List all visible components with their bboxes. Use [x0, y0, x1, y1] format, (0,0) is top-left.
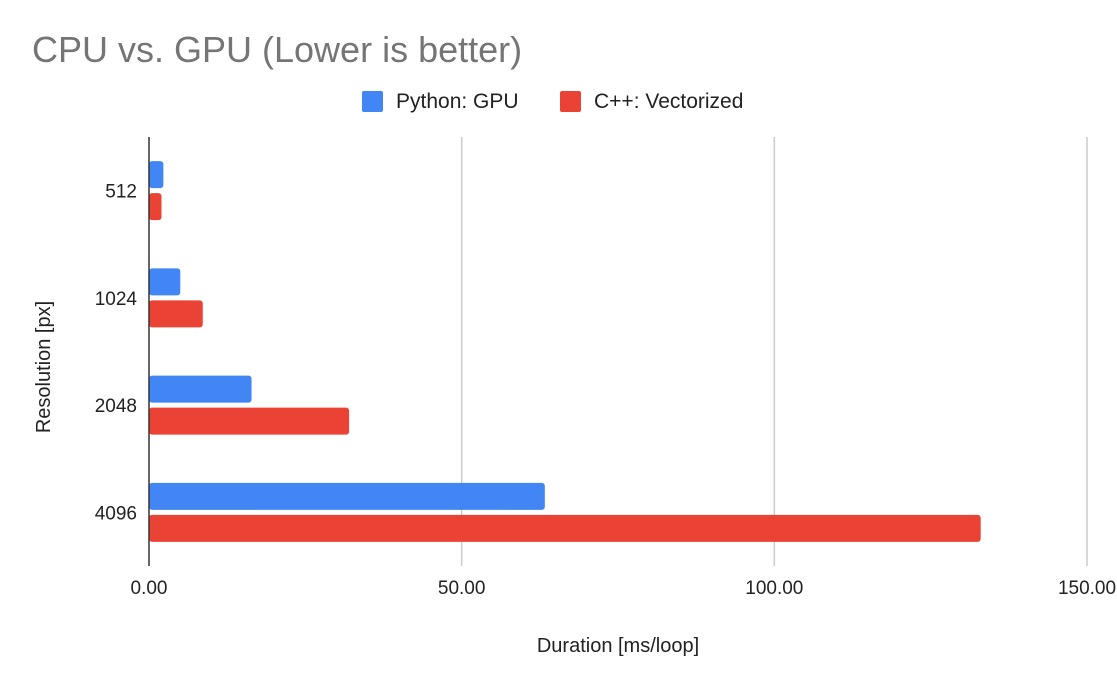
x-axis-ticks: 0.00 50.00 100.00 150.00: [131, 578, 1117, 599]
y-axis-title: Resolution [px]: [33, 301, 55, 433]
x-axis-title: Duration [ms/loop]: [537, 635, 699, 657]
x-tick-label-0: 0.00: [131, 578, 168, 599]
x-tick-label-2: 100.00: [745, 578, 803, 599]
bars: [149, 161, 981, 542]
x-tick-label-1: 50.00: [438, 578, 486, 599]
gridlines: [460, 137, 1088, 566]
bar-c-vectorized-512: [149, 193, 162, 221]
x-tick-label-3: 150.00: [1058, 578, 1116, 599]
y-tick-label-512: 512: [105, 182, 137, 203]
legend: Python: GPU C++: Vectorized: [362, 90, 743, 113]
bar-python-gpu-2048: [149, 375, 252, 403]
bar-python-gpu-4096: [149, 482, 545, 510]
legend-label-cpp-vectorized: C++: Vectorized: [594, 90, 743, 113]
bar-c-vectorized-1024: [149, 300, 203, 328]
legend-swatch-python-gpu: [362, 91, 383, 112]
bar-c-vectorized-2048: [149, 407, 350, 435]
y-tick-label-2048: 2048: [95, 396, 137, 417]
legend-label-python-gpu: Python: GPU: [396, 90, 519, 113]
bar-python-gpu-1024: [149, 268, 181, 296]
legend-swatch-cpp-vectorized: [560, 91, 581, 112]
bar-c-vectorized-4096: [149, 514, 981, 542]
y-axis-ticks: 512 1024 2048 4096: [95, 182, 138, 525]
bar-python-gpu-512: [149, 161, 164, 189]
y-tick-label-1024: 1024: [95, 289, 138, 310]
y-tick-label-4096: 4096: [95, 503, 137, 524]
chart-title: CPU vs. GPU (Lower is better): [32, 29, 522, 70]
